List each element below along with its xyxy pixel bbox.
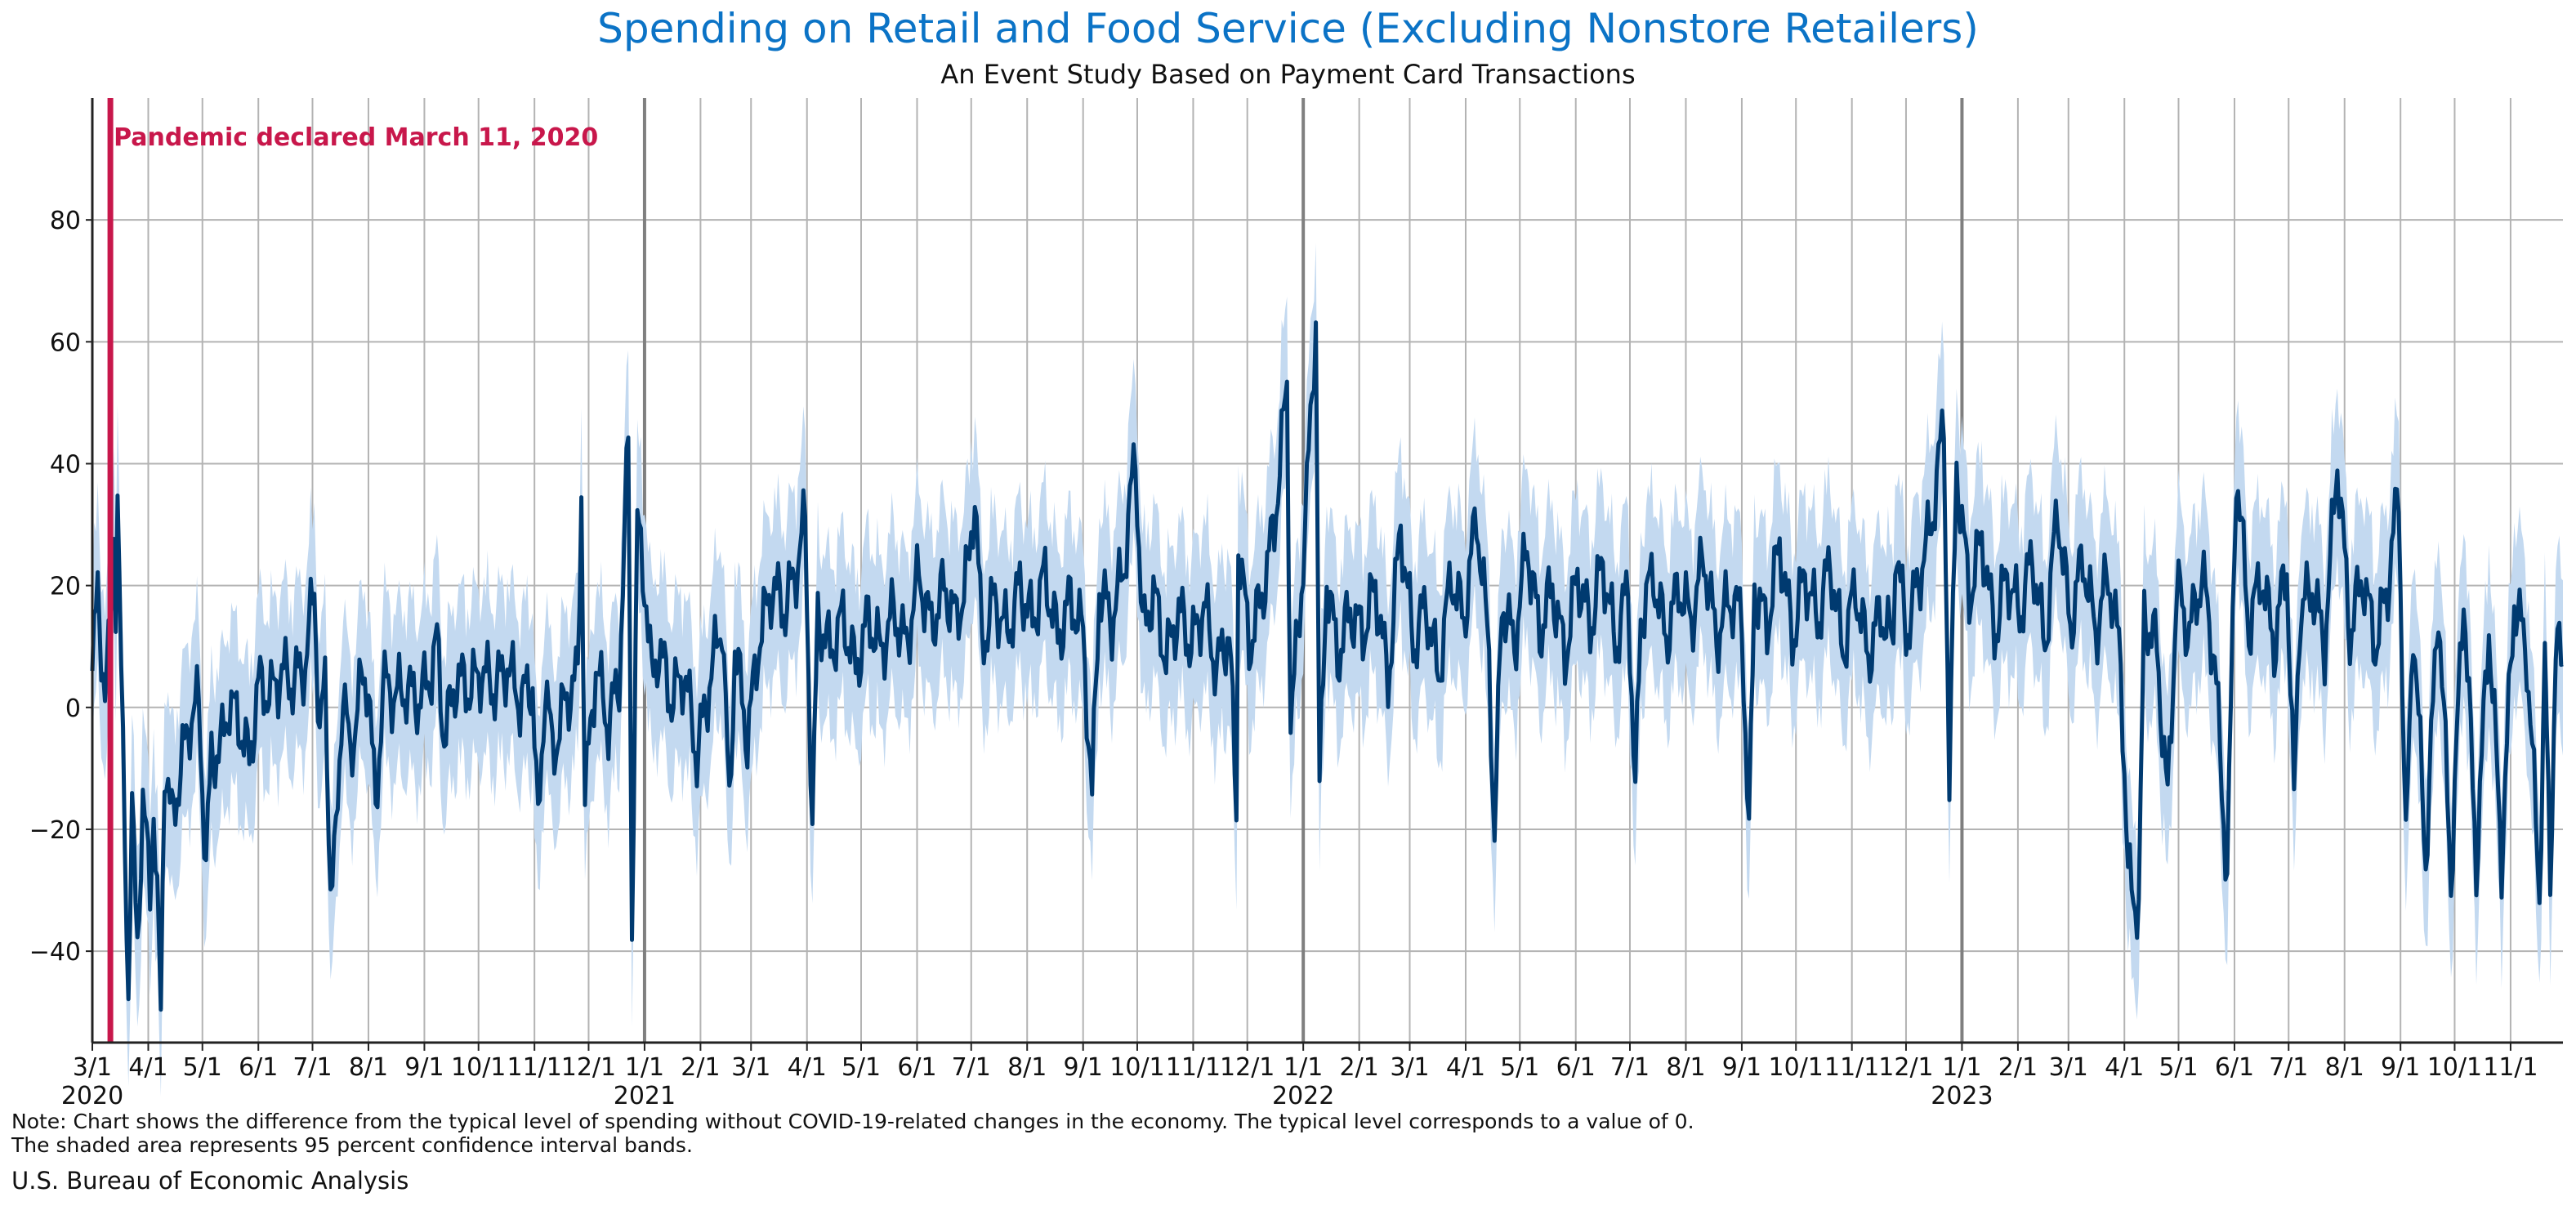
x-tick-label: 3/1 bbox=[1390, 1053, 1429, 1082]
x-tick-label: 11/1 bbox=[1166, 1053, 1221, 1082]
x-tick-label: 10/1 bbox=[451, 1053, 506, 1082]
x-tick-label: 7/1 bbox=[1610, 1053, 1650, 1082]
y-tick-label: 40 bbox=[50, 450, 81, 479]
y-tick-label: −40 bbox=[29, 938, 81, 967]
x-tick-label: 12/1 bbox=[1220, 1053, 1275, 1082]
x-tick-label: 6/1 bbox=[2215, 1053, 2254, 1082]
x-tick-label: 4/1 bbox=[128, 1053, 167, 1082]
event-label: Pandemic declared March 11, 2020 bbox=[114, 123, 598, 152]
x-tick-label: 3/1 bbox=[73, 1053, 112, 1082]
x-tick-label: 10/1 bbox=[1109, 1053, 1164, 1082]
x-year-label: 2022 bbox=[1272, 1082, 1334, 1110]
x-tick-label: 4/1 bbox=[2105, 1053, 2144, 1082]
x-tick-label: 5/1 bbox=[183, 1053, 222, 1082]
x-tick-label: 8/1 bbox=[349, 1053, 388, 1082]
x-tick-label: 5/1 bbox=[1500, 1053, 1539, 1082]
x-tick-label: 1/1 bbox=[625, 1053, 664, 1082]
x-tick-label: 2/1 bbox=[681, 1053, 720, 1082]
x-tick-label: 8/1 bbox=[1666, 1053, 1705, 1082]
x-tick-label: 6/1 bbox=[239, 1053, 278, 1082]
x-tick-label: 3/1 bbox=[2049, 1053, 2088, 1082]
source-label: U.S. Bureau of Economic Analysis bbox=[11, 1167, 409, 1195]
x-tick-label: 12/1 bbox=[1878, 1053, 1933, 1082]
chart-title: Spending on Retail and Food Service (Exc… bbox=[597, 5, 1979, 52]
x-tick-label: 4/1 bbox=[788, 1053, 827, 1082]
x-tick-label: 2/1 bbox=[1340, 1053, 1379, 1082]
y-tick-label: 80 bbox=[50, 207, 81, 235]
x-tick-label: 11/1 bbox=[1824, 1053, 1879, 1082]
x-tick-label: 3/1 bbox=[731, 1053, 770, 1082]
x-tick-label: 11/1 bbox=[2483, 1053, 2538, 1082]
x-tick-label: 8/1 bbox=[1007, 1053, 1047, 1082]
x-tick-label: 11/1 bbox=[507, 1053, 561, 1082]
x-tick-label: 4/1 bbox=[1446, 1053, 1485, 1082]
x-tick-label: 9/1 bbox=[2381, 1053, 2420, 1082]
x-tick-label: 7/1 bbox=[292, 1053, 332, 1082]
x-tick-label: 7/1 bbox=[952, 1053, 991, 1082]
x-tick-label: 7/1 bbox=[2269, 1053, 2308, 1082]
x-tick-label: 12/1 bbox=[561, 1053, 616, 1082]
x-tick-label: 9/1 bbox=[404, 1053, 444, 1082]
x-tick-label: 1/1 bbox=[1942, 1053, 1981, 1082]
chart-note-line-1: Note: Chart shows the difference from th… bbox=[11, 1110, 1694, 1133]
x-tick-label: 10/1 bbox=[1769, 1053, 1824, 1082]
x-year-label: 2020 bbox=[61, 1082, 123, 1110]
x-year-label: 2023 bbox=[1931, 1082, 1993, 1110]
x-tick-label: 5/1 bbox=[2159, 1053, 2198, 1082]
x-year-label: 2021 bbox=[614, 1082, 676, 1110]
y-tick-label: 20 bbox=[50, 573, 81, 601]
x-tick-label: 6/1 bbox=[1556, 1053, 1596, 1082]
series-line bbox=[90, 320, 2564, 1012]
y-tick-label: −20 bbox=[29, 816, 81, 845]
series-line-layer bbox=[90, 317, 2564, 1012]
chart-note-line-2: The shaded area represents 95 percent co… bbox=[11, 1133, 693, 1157]
event-layer: Pandemic declared March 11, 2020 bbox=[107, 98, 598, 1043]
x-tick-label: 1/1 bbox=[1284, 1053, 1323, 1082]
x-tick-label: 9/1 bbox=[1064, 1053, 1103, 1082]
x-tick-label: 8/1 bbox=[2325, 1053, 2364, 1082]
x-tick-label: 6/1 bbox=[897, 1053, 936, 1082]
chart-subtitle: An Event Study Based on Payment Card Tra… bbox=[940, 59, 1636, 90]
x-tick-label: 10/1 bbox=[2427, 1053, 2482, 1082]
x-tick-label: 9/1 bbox=[1722, 1053, 1761, 1082]
y-tick-label: 60 bbox=[50, 328, 81, 357]
y-tick-label: 0 bbox=[65, 695, 81, 723]
x-tick-label: 2/1 bbox=[1998, 1053, 2038, 1082]
x-tick-label: 5/1 bbox=[842, 1053, 881, 1082]
